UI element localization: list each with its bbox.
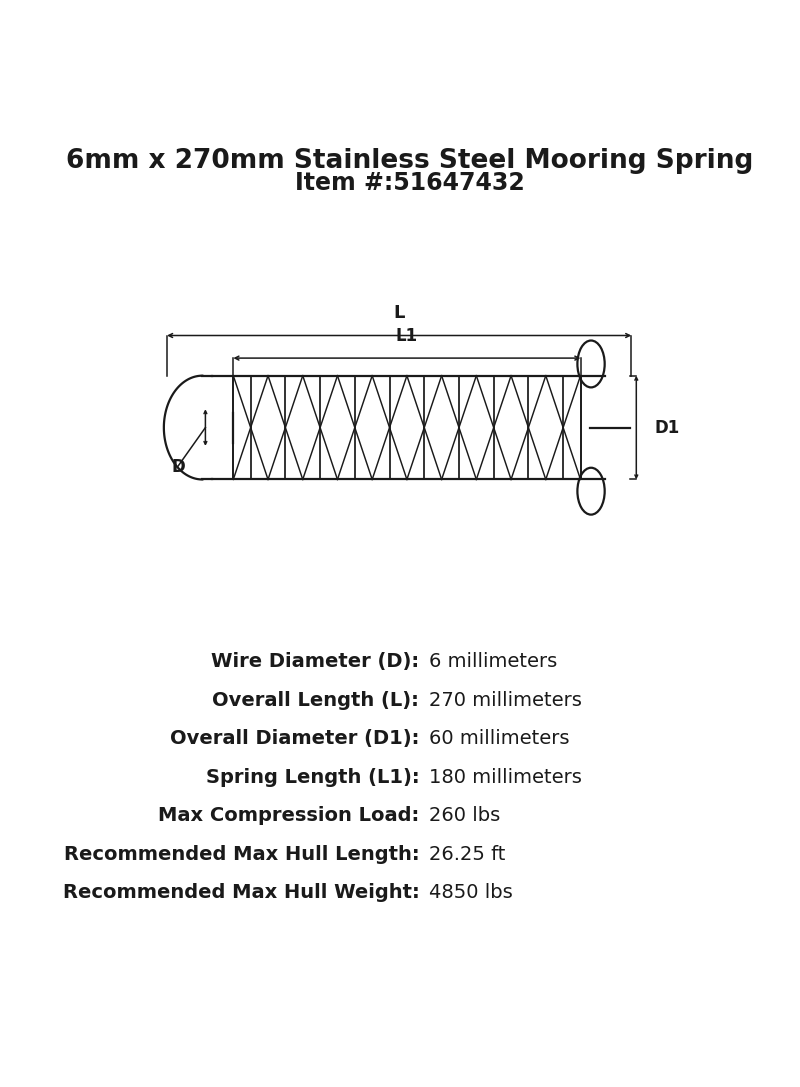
Text: 260 lbs: 260 lbs bbox=[429, 807, 500, 825]
Text: Overall Length (L):: Overall Length (L): bbox=[213, 691, 419, 710]
Text: Recommended Max Hull Weight:: Recommended Max Hull Weight: bbox=[62, 884, 419, 902]
Text: 26.25 ft: 26.25 ft bbox=[429, 845, 505, 864]
Text: 180 millimeters: 180 millimeters bbox=[429, 767, 582, 787]
Text: 270 millimeters: 270 millimeters bbox=[429, 691, 582, 710]
Text: 6mm x 270mm Stainless Steel Mooring Spring: 6mm x 270mm Stainless Steel Mooring Spri… bbox=[66, 149, 754, 174]
Text: D1: D1 bbox=[655, 418, 680, 437]
Text: D: D bbox=[171, 458, 185, 476]
Text: Recommended Max Hull Length:: Recommended Max Hull Length: bbox=[64, 845, 419, 864]
Text: L: L bbox=[394, 304, 405, 322]
Text: 4850 lbs: 4850 lbs bbox=[429, 884, 512, 902]
Text: L1: L1 bbox=[396, 327, 418, 345]
Text: Overall Diameter (D1):: Overall Diameter (D1): bbox=[170, 729, 419, 749]
Text: 60 millimeters: 60 millimeters bbox=[429, 729, 569, 749]
Text: Max Compression Load:: Max Compression Load: bbox=[158, 807, 419, 825]
Text: Wire Diameter (D):: Wire Diameter (D): bbox=[211, 652, 419, 672]
Text: Item #:51647432: Item #:51647432 bbox=[295, 171, 525, 196]
Text: 6 millimeters: 6 millimeters bbox=[429, 652, 557, 672]
Text: Spring Length (L1):: Spring Length (L1): bbox=[206, 767, 419, 787]
